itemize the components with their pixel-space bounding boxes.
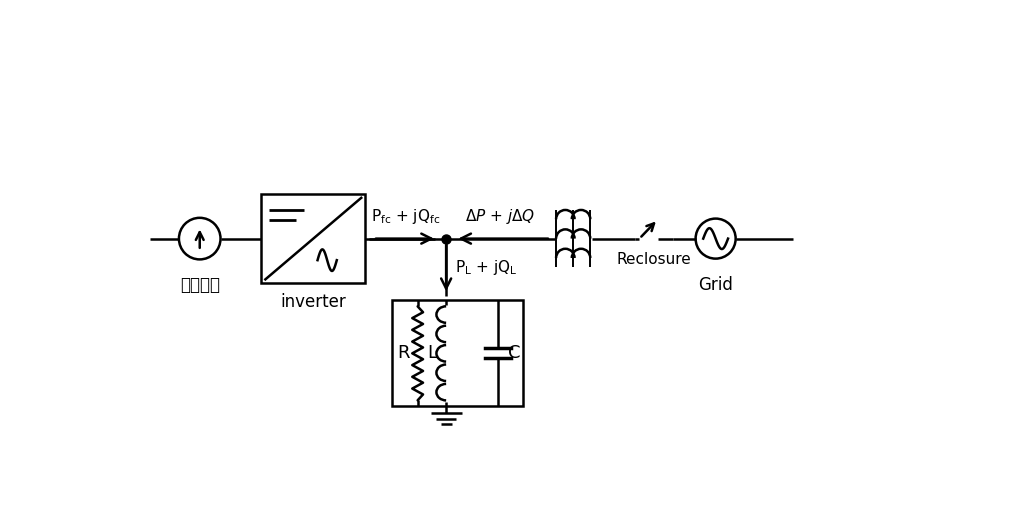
Text: P$_{\rm L}$ + jQ$_{\rm L}$: P$_{\rm L}$ + jQ$_{\rm L}$ xyxy=(455,258,518,277)
Bar xyxy=(261,194,365,283)
Text: R: R xyxy=(397,344,409,362)
Text: C: C xyxy=(508,344,521,362)
Text: Reclosure: Reclosure xyxy=(617,252,692,267)
Text: L: L xyxy=(428,344,437,362)
Text: Grid: Grid xyxy=(698,276,733,294)
Text: inverter: inverter xyxy=(280,293,346,310)
Text: 연료전지: 연료전지 xyxy=(180,276,220,294)
Text: $\Delta P$ + $j\Delta Q$: $\Delta P$ + $j\Delta Q$ xyxy=(465,207,535,226)
Text: P$_{\rm fc}$ + jQ$_{\rm fc}$: P$_{\rm fc}$ + jQ$_{\rm fc}$ xyxy=(371,207,440,226)
Bar xyxy=(392,300,523,406)
